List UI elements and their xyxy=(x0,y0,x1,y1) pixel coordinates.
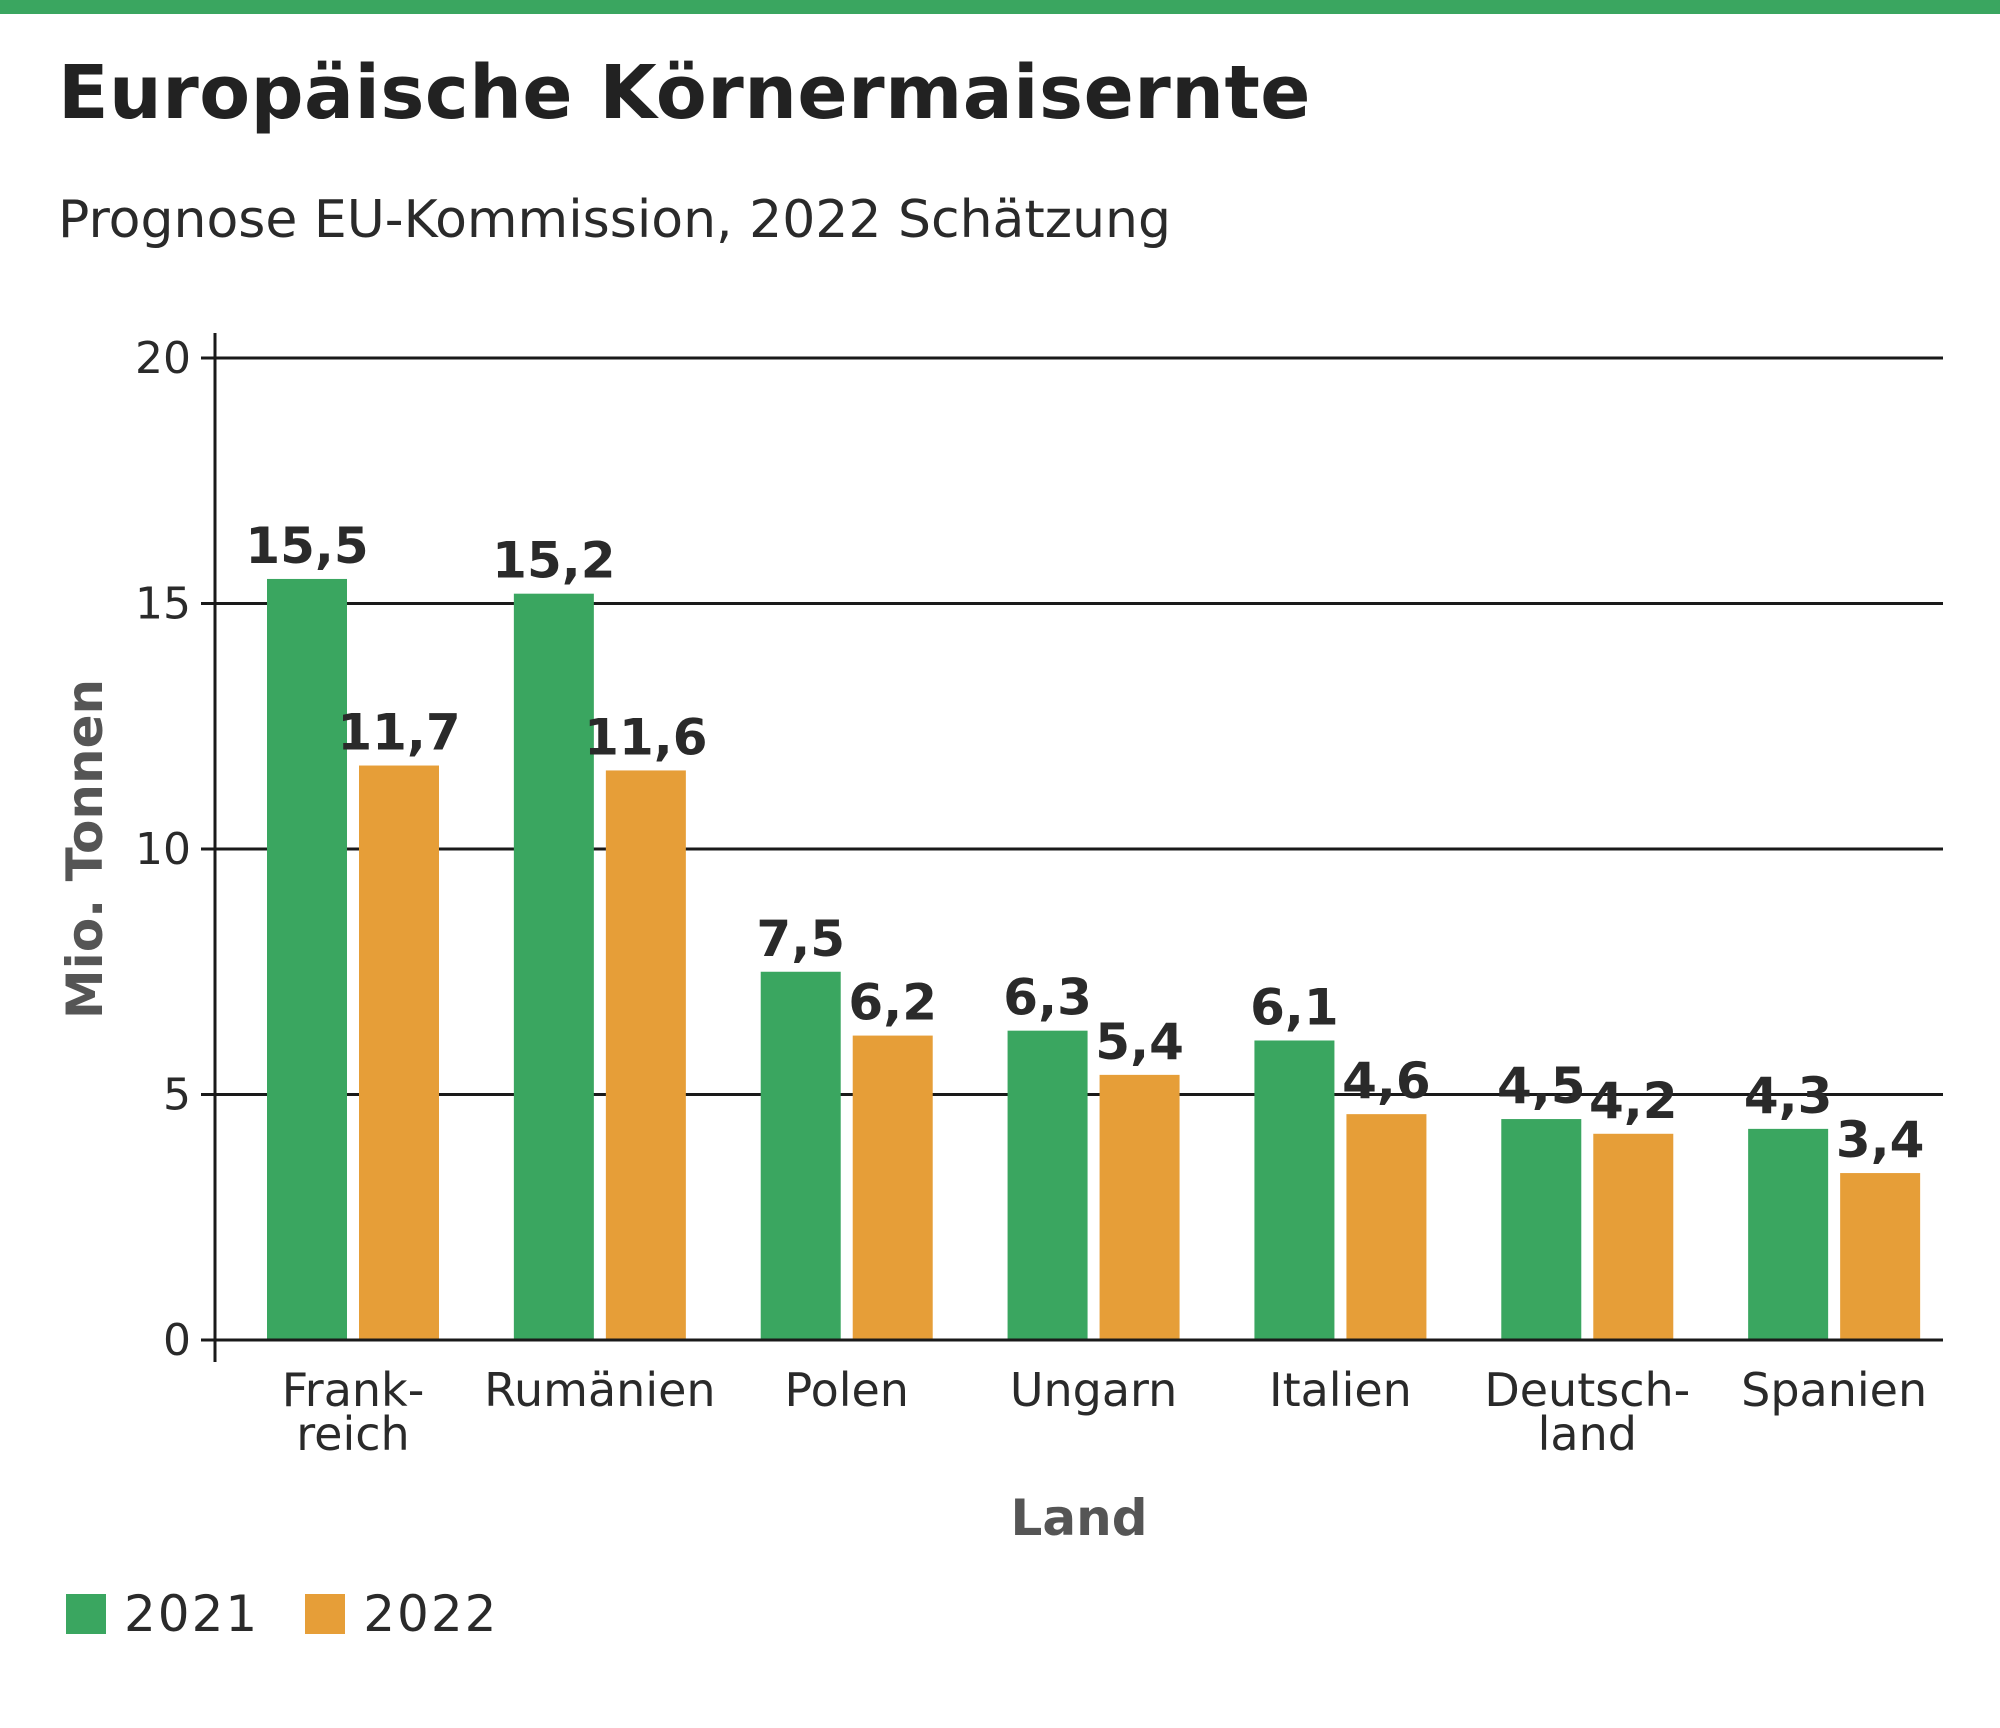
value-label-2022: 6,2 xyxy=(848,974,937,1032)
bar-2022 xyxy=(359,765,439,1340)
x-category-label: Spanien xyxy=(1741,1363,1927,1417)
y-tick-label: 0 xyxy=(163,1315,191,1366)
x-category-label: Italien xyxy=(1269,1363,1412,1417)
y-tick-label: 10 xyxy=(135,824,191,875)
bar-2022 xyxy=(605,770,686,1340)
legend-label-2021: 2021 xyxy=(124,1585,260,1643)
bar-2021 xyxy=(1254,1040,1335,1340)
value-label-2021: 7,5 xyxy=(756,910,845,968)
bar-2021 xyxy=(267,578,347,1340)
bar-2022 xyxy=(1593,1133,1674,1340)
value-label-2022: 4,6 xyxy=(1342,1052,1431,1110)
x-axis-title: Land xyxy=(1011,1489,1148,1547)
value-label-2021: 6,1 xyxy=(1250,978,1339,1036)
legend-item-2022: 2022 xyxy=(305,1585,498,1643)
legend-swatch-2021 xyxy=(66,1594,106,1634)
value-label-2022: 11,7 xyxy=(337,704,460,762)
chart-subtitle: Prognose EU-Kommission, 2022 Schätzung xyxy=(58,190,1171,250)
value-label-2022: 5,4 xyxy=(1095,1013,1184,1071)
x-category-label: Polen xyxy=(784,1363,908,1417)
value-label-2022: 4,2 xyxy=(1589,1072,1678,1130)
y-tick-label: 20 xyxy=(135,333,191,384)
top-accent-bar xyxy=(0,0,2000,14)
legend-item-2021: 2021 xyxy=(66,1585,259,1643)
y-axis-title: Mio. Tonnen xyxy=(56,679,114,1019)
x-category-label: Rumänien xyxy=(484,1363,715,1417)
value-label-2021: 15,5 xyxy=(245,517,368,575)
bar-2021 xyxy=(760,971,841,1340)
value-label-2021: 4,3 xyxy=(1744,1067,1833,1125)
legend-swatch-2022 xyxy=(305,1594,346,1634)
value-label-2021: 4,5 xyxy=(1497,1057,1586,1115)
bar-2022 xyxy=(852,1035,933,1340)
x-category-label: Frank- xyxy=(282,1363,425,1417)
legend: 2021 2022 xyxy=(66,1585,545,1643)
x-category-label: Deutsch- xyxy=(1484,1363,1690,1417)
x-category-label: land xyxy=(1538,1407,1637,1461)
bar-2021 xyxy=(513,593,594,1340)
value-label-2022: 11,6 xyxy=(584,708,707,766)
bar-2022 xyxy=(1840,1173,1921,1340)
bar-2022 xyxy=(1099,1074,1180,1340)
y-tick-label: 15 xyxy=(135,579,191,630)
value-label-2021: 6,3 xyxy=(1003,969,1092,1027)
chart-title: Europäische Körnermaisernte xyxy=(58,50,1311,136)
x-category-label: Ungarn xyxy=(1010,1363,1177,1417)
bar-2022 xyxy=(1346,1114,1427,1340)
bar-2021 xyxy=(1748,1128,1829,1340)
legend-label-2022: 2022 xyxy=(363,1585,499,1643)
bar-2021 xyxy=(1501,1119,1582,1340)
bar-2021 xyxy=(1007,1030,1088,1340)
value-label-2022: 3,4 xyxy=(1836,1111,1925,1169)
x-category-label: reich xyxy=(296,1407,409,1461)
y-tick-label: 5 xyxy=(163,1070,191,1121)
value-label-2021: 15,2 xyxy=(492,532,615,590)
